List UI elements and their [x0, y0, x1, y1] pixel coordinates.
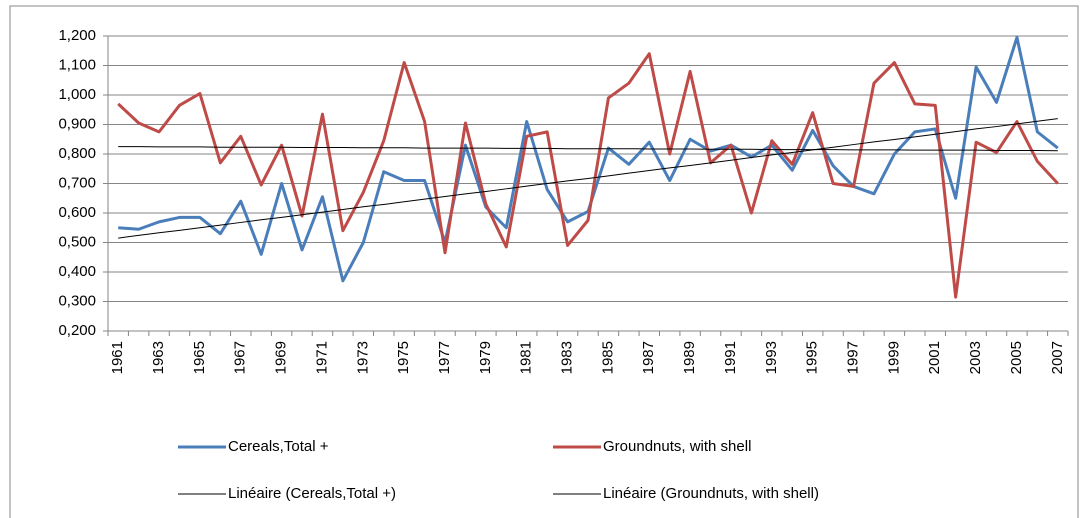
- legend-label: Groundnuts, with shell: [603, 438, 751, 455]
- x-tick-label: 1971: [313, 341, 330, 374]
- y-tick-label: 0,400: [58, 263, 96, 280]
- x-tick-label: 1973: [354, 341, 371, 374]
- y-tick-label: 0,600: [58, 204, 96, 221]
- x-tick-label: 1989: [681, 341, 698, 374]
- y-tick-label: 0,200: [58, 322, 96, 339]
- y-tick-label: 0,800: [58, 145, 96, 162]
- y-tick-label: 0,900: [58, 115, 96, 132]
- x-tick-label: 1983: [559, 341, 576, 374]
- x-tick-label: 1991: [722, 341, 739, 374]
- y-tick-label: 1,200: [58, 27, 96, 44]
- x-tick-label: 1967: [232, 341, 249, 374]
- y-tick-label: 1,000: [58, 86, 96, 103]
- x-tick-label: 1977: [436, 341, 453, 374]
- x-tick-label: 1993: [763, 341, 780, 374]
- x-tick-label: 1995: [804, 341, 821, 374]
- x-tick-label: 1975: [395, 341, 412, 374]
- x-tick-label: 1969: [273, 341, 290, 374]
- x-tick-label: 1981: [518, 341, 535, 374]
- x-tick-label: 2003: [967, 341, 984, 374]
- legend-label: Cereals,Total +: [228, 438, 329, 455]
- series-line: [118, 146, 1058, 152]
- y-tick-label: 0,300: [58, 292, 96, 309]
- y-tick-label: 1,100: [58, 56, 96, 73]
- x-tick-label: 1965: [191, 341, 208, 374]
- x-tick-label: 1963: [150, 341, 167, 374]
- series-line: [118, 118, 1058, 239]
- x-tick-label: 1979: [477, 341, 494, 374]
- legend-label: Linéaire (Groundnuts, with shell): [603, 485, 819, 502]
- series-line: [117, 52, 1059, 299]
- x-tick-label: 2001: [926, 341, 943, 374]
- x-tick-label: 2007: [1049, 341, 1066, 374]
- x-tick-label: 1999: [885, 341, 902, 374]
- y-tick-label: 0,500: [58, 233, 96, 250]
- x-tick-label: 1985: [599, 341, 616, 374]
- x-tick-label: 1961: [109, 341, 126, 374]
- x-tick-label: 2005: [1008, 341, 1025, 374]
- y-tick-label: 0,700: [58, 174, 96, 191]
- chart-frame: [9, 5, 1079, 518]
- x-tick-label: 1987: [640, 341, 657, 374]
- x-tick-label: 1997: [845, 341, 862, 374]
- legend-label: Linéaire (Cereals,Total +): [228, 485, 396, 502]
